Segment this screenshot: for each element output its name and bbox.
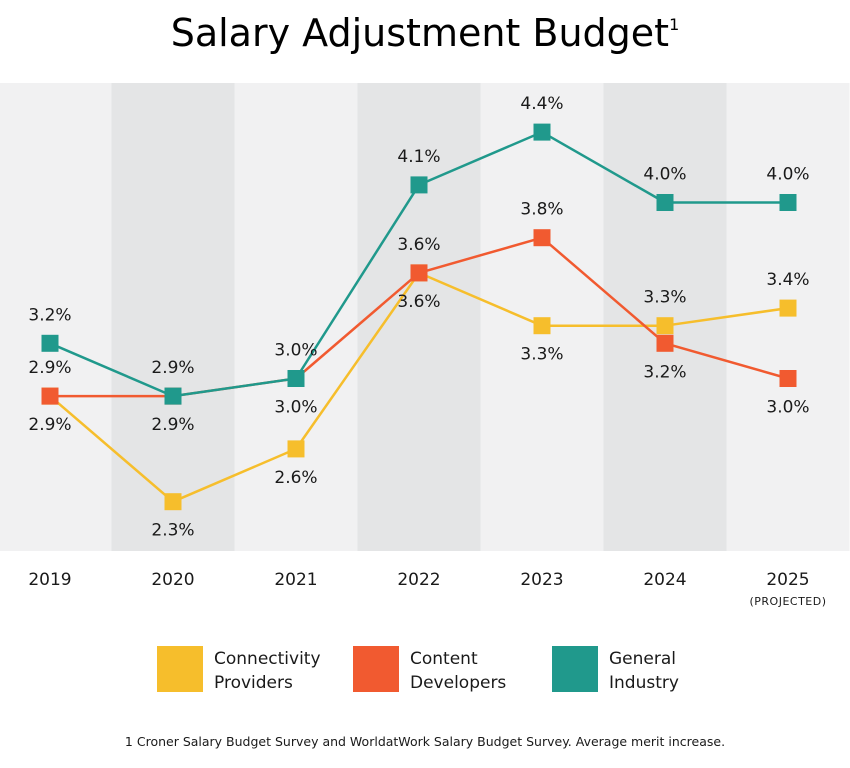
data-label-series-0-2023: 3.3% xyxy=(520,345,563,365)
x-tick-sublabel-2025: (PROJECTED) xyxy=(749,595,826,608)
marker-series-0-2020 xyxy=(164,493,182,511)
x-tick-2019: 2019 xyxy=(28,570,71,590)
legend-label-1-line-0: Content xyxy=(410,649,478,669)
data-label-series-2-2019: 3.2% xyxy=(28,305,71,325)
marker-series-0-2025 xyxy=(779,299,797,317)
legend-swatch-1 xyxy=(353,646,399,692)
data-label-series-2-2020: 2.9% xyxy=(151,358,194,378)
plot-band-2019 xyxy=(0,83,112,551)
marker-series-1-2023 xyxy=(533,229,551,247)
x-axis-ticks: 2019 2020 2021 2022 2023 2024 2025 (PROJECTED) xyxy=(28,570,826,608)
legend-label-2-line-0: General xyxy=(609,649,676,669)
x-tick-2025: 2025 xyxy=(766,570,809,590)
x-tick-2022: 2022 xyxy=(397,570,440,590)
data-label-series-1-2019: 2.9% xyxy=(28,358,71,378)
data-label-series-1-2023: 3.8% xyxy=(520,200,563,220)
data-labels: 2.9% 2.3% 2.6% 3.6% 3.3% 3.3% 3.4% 2.9% 3.6% 3.8%… xyxy=(28,94,809,541)
data-label-series-1-2022: 3.6% xyxy=(397,235,440,255)
data-label-series-2-2021: 3.0% xyxy=(274,341,317,361)
legend-item-1: Content Developers xyxy=(353,646,506,693)
series-markers xyxy=(41,123,797,511)
legend-label-1-line-1: Developers xyxy=(410,673,506,693)
chart-title-footnote-marker: 1 xyxy=(669,15,679,34)
data-label-series-0-2021: 2.6% xyxy=(274,468,317,488)
legend-swatch-0 xyxy=(157,646,203,692)
legend-item-0: Connectivity Providers xyxy=(157,646,321,693)
legend-label-0-line-1: Providers xyxy=(214,673,293,693)
data-label-series-2-2024: 4.0% xyxy=(643,165,686,185)
plot-band-2025 xyxy=(726,83,850,551)
legend-label-2-line-1: Industry xyxy=(609,673,679,693)
legend-swatch-2 xyxy=(552,646,598,692)
legend-item-2: General Industry xyxy=(552,646,679,693)
plot-band-2023 xyxy=(480,83,604,551)
marker-series-0-2023 xyxy=(533,317,551,335)
data-label-series-2-2023: 4.4% xyxy=(520,94,563,114)
x-tick-2023: 2023 xyxy=(520,570,563,590)
data-label-series-1-2025: 3.0% xyxy=(766,398,809,418)
legend: Connectivity Providers Content Developers Ge… xyxy=(157,646,679,693)
plot-band-2024 xyxy=(603,83,727,551)
data-label-series-0-2020: 2.3% xyxy=(151,521,194,541)
data-label-extra-0: 2.9% xyxy=(151,415,194,435)
legend-label-0-line-0: Connectivity xyxy=(214,649,321,669)
plot-band-2022 xyxy=(357,83,481,551)
marker-series-2-2021 xyxy=(287,370,305,387)
data-label-series-0-2022: 3.6% xyxy=(397,292,440,312)
x-tick-2021: 2021 xyxy=(274,570,317,590)
chart-title-text: Salary Adjustment Budget xyxy=(171,11,669,55)
x-tick-2024: 2024 xyxy=(643,570,686,590)
marker-series-2-2024 xyxy=(656,194,674,211)
marker-series-2-2025 xyxy=(779,194,797,211)
footnote: 1 Croner Salary Budget Survey and Worlda… xyxy=(125,734,725,749)
data-label-series-2-2022: 4.1% xyxy=(397,147,440,167)
data-label-series-0-2024: 3.3% xyxy=(643,288,686,308)
marker-series-1-2019 xyxy=(41,387,59,405)
chart-title: Salary Adjustment Budget1 xyxy=(171,11,680,55)
plot-band-2020 xyxy=(111,83,235,551)
marker-series-0-2024 xyxy=(656,317,674,335)
data-label-series-1-2024: 3.2% xyxy=(643,362,686,382)
marker-series-2-2020 xyxy=(164,387,182,405)
data-label-series-2-2025: 4.0% xyxy=(766,165,809,185)
marker-series-1-2024 xyxy=(656,334,674,352)
data-label-series-0-2025: 3.4% xyxy=(766,270,809,290)
marker-series-2-2023 xyxy=(533,123,551,141)
marker-series-1-2025 xyxy=(779,370,797,387)
marker-series-0-2021 xyxy=(287,440,305,458)
marker-series-1-2022 xyxy=(410,264,428,282)
marker-series-2-2019 xyxy=(41,334,59,352)
plot-bands xyxy=(0,83,850,551)
data-label-extra-1: 3.0% xyxy=(274,398,317,418)
data-label-series-0-2019: 2.9% xyxy=(28,415,71,435)
x-tick-2020: 2020 xyxy=(151,570,194,590)
marker-series-2-2022 xyxy=(410,176,428,194)
plot-band-2021 xyxy=(234,83,358,551)
